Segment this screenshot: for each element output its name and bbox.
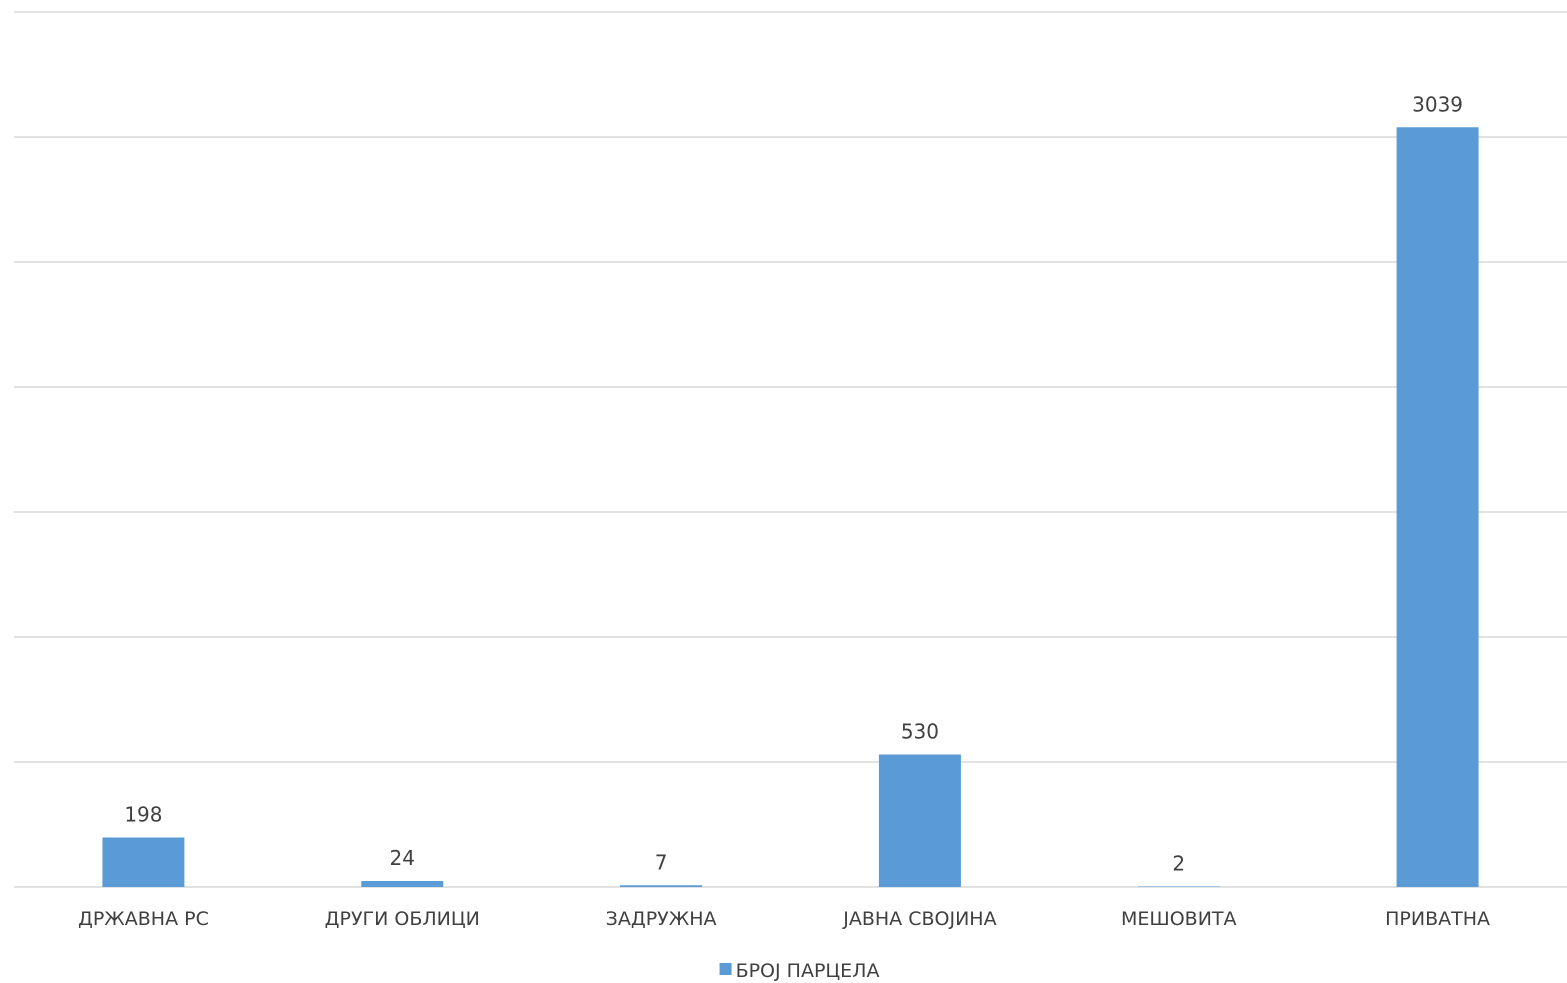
data-label: 24 — [390, 846, 415, 870]
x-tick-label: ЈАВНА СВОЈИНА — [842, 908, 996, 930]
legend-swatch — [719, 963, 732, 975]
x-tick-label: ДРЖАВНА РС — [78, 908, 209, 930]
x-tick-label: ДРУГИ ОБЛИЦИ — [325, 908, 480, 930]
bar — [878, 754, 961, 887]
legend: БРОЈ ПАРЦЕЛА — [719, 960, 880, 982]
legend-label: БРОЈ ПАРЦЕЛА — [736, 960, 880, 982]
bar — [620, 885, 703, 887]
data-labels: 198 24 7 530 2 3039 — [124, 92, 1463, 875]
x-tick-label: МЕШОВИТА — [1121, 908, 1237, 930]
bar — [1137, 886, 1220, 887]
x-axis-tick-labels: ДРЖАВНА РС ДРУГИ ОБЛИЦИ ЗАДРУЖНА ЈАВНА СВОЈ… — [78, 908, 1490, 930]
data-label: 2 — [1172, 852, 1185, 876]
bar — [361, 881, 444, 887]
bar — [102, 837, 185, 887]
x-tick-label: ЗАДРУЖНА — [606, 908, 717, 930]
data-label: 7 — [655, 850, 668, 874]
data-label: 3039 — [1412, 92, 1463, 116]
bar — [1396, 127, 1479, 887]
gridlines — [14, 11, 1567, 888]
bars — [102, 127, 1479, 887]
data-label: 198 — [124, 803, 162, 827]
data-label: 530 — [901, 720, 939, 744]
x-tick-label: ПРИВАТНА — [1385, 908, 1490, 930]
